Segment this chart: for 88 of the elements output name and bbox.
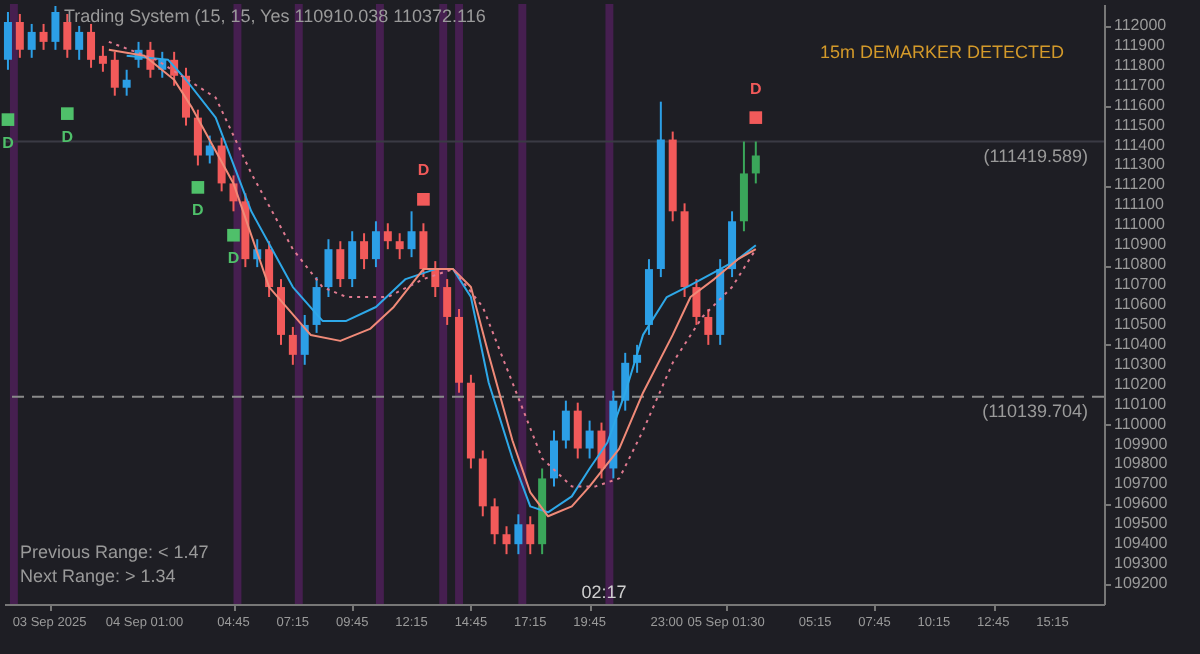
ref-line-label: (111419.589) (983, 145, 1088, 166)
candlestick (324, 238, 333, 299)
y-tick-label: 110300 (1114, 354, 1168, 373)
candlestick (336, 240, 345, 289)
candlestick (407, 210, 416, 259)
y-tick-label: 109300 (1114, 554, 1169, 573)
candlestick (193, 108, 202, 167)
candlestick (27, 22, 36, 59)
point (1, 113, 15, 126)
annotation: Trading System (15, 15, Yes 110910.038 110372.116 (64, 6, 486, 26)
candlestick (692, 278, 701, 326)
candlestick (526, 515, 535, 556)
annotation: 15m DEMARKER DETECTED (819, 42, 1065, 62)
candlestick (15, 12, 24, 59)
candlestick (739, 140, 748, 233)
candlestick (550, 429, 558, 488)
y-tick-label: 109800 (1114, 454, 1169, 473)
point (191, 181, 205, 194)
candlestick (490, 497, 499, 546)
y-tick-label: 110200 (1114, 374, 1168, 393)
candlestick (87, 22, 96, 69)
candlestick (360, 232, 369, 271)
data-label: D (750, 79, 763, 98)
y-tick-label: 111400 (1114, 135, 1167, 154)
candlestick (478, 449, 487, 518)
y-tick-label: 109600 (1114, 494, 1169, 513)
candlestick (585, 419, 594, 460)
candlestick (704, 307, 713, 346)
candlestick (395, 232, 404, 261)
candlestick (300, 313, 309, 366)
y-tick-label: 110000 (1114, 414, 1168, 433)
annotation: Next Range: > 1.34 (20, 566, 176, 586)
candlestick (443, 278, 452, 326)
y-tick-label: 110500 (1114, 314, 1168, 333)
y-tick-label: 109400 (1114, 534, 1169, 553)
y-tick-label: 110400 (1114, 334, 1168, 353)
candlestick (265, 240, 274, 299)
annotation: Previous Range: < 1.47 (20, 542, 209, 562)
candlestick (39, 22, 48, 51)
candlestick (561, 399, 570, 450)
data-label: D (61, 127, 74, 146)
y-tick-label: 109900 (1114, 434, 1169, 453)
candlestick (75, 24, 84, 61)
point (417, 193, 430, 206)
candlestick (3, 10, 12, 71)
y-tick-label: 111000 (1114, 215, 1167, 234)
candlestick (514, 513, 523, 556)
y-tick-label: 111700 (1114, 75, 1167, 94)
data-label: D (227, 249, 240, 268)
y-tick-label: 110700 (1114, 275, 1168, 294)
y-tick-label: 110900 (1114, 235, 1168, 254)
candlestick (728, 210, 737, 279)
y-tick-label: 109700 (1114, 474, 1169, 493)
y-tick-label: 111300 (1114, 155, 1167, 174)
data-label: D (2, 133, 15, 152)
candlestick (276, 278, 285, 346)
y-tick-label: 112000 (1114, 15, 1168, 34)
point (60, 107, 74, 120)
y-tick-label: 109500 (1114, 514, 1169, 533)
candlestick (110, 50, 119, 97)
y-tick-label: 111900 (1114, 35, 1167, 54)
candlestick (573, 401, 582, 460)
y-tick-label: 110600 (1114, 295, 1168, 313)
data-label: D (192, 201, 205, 220)
candlestick (51, 4, 60, 51)
candlestick (751, 140, 760, 185)
candlestick (371, 220, 380, 269)
y-tick-label: 111500 (1114, 115, 1167, 134)
point (749, 111, 763, 124)
ref-line-label: (110139.704) (982, 400, 1089, 421)
candlestick (122, 68, 131, 97)
y-tick-label: 111100 (1114, 195, 1165, 214)
y-tick-label: 109200 (1114, 574, 1169, 593)
annotation: 02:17 (581, 582, 627, 602)
candlestick (419, 222, 428, 279)
y-tick-label: 110100 (1114, 394, 1168, 413)
y-tick-label: 111800 (1114, 55, 1167, 74)
y-tick-label: 110800 (1114, 255, 1168, 274)
candlestick (98, 44, 107, 73)
candlestick (348, 230, 357, 289)
candlestick (288, 325, 297, 366)
candlestick (383, 222, 392, 251)
y-tick-label: 111200 (1114, 175, 1167, 194)
data-label: D (417, 161, 430, 180)
y-tick-label: 111600 (1114, 95, 1167, 114)
candlestick (502, 525, 511, 556)
point (227, 228, 240, 242)
candlestick (312, 276, 321, 334)
